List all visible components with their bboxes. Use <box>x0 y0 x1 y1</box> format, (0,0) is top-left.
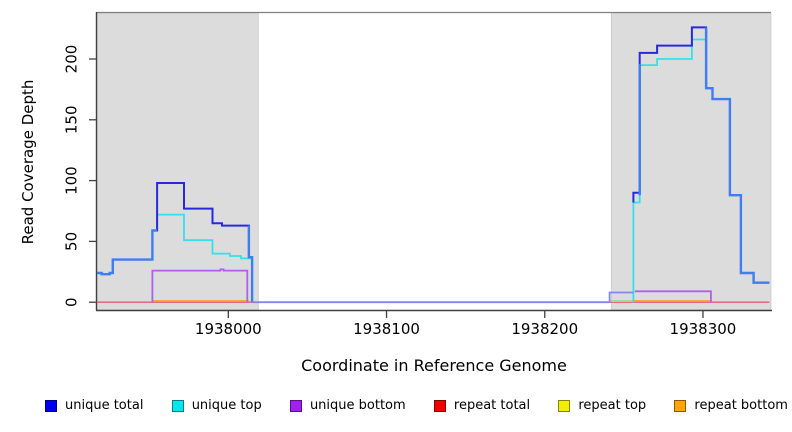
x-tick-label: 1938000 <box>195 320 262 338</box>
y-tick-label: 0 <box>63 297 81 307</box>
x-axis-label: Coordinate in Reference Genome <box>301 356 567 375</box>
y-tick-label: 100 <box>63 166 81 195</box>
coverage-plot: 0 50 100 150 200 1938000 1938100 1938200 1938300 <box>63 11 772 338</box>
legend-swatch-icon <box>558 399 571 412</box>
legend-label: unique total <box>65 398 144 413</box>
legend-swatch-icon <box>674 399 687 412</box>
legend-label: repeat total <box>453 398 531 413</box>
masked-region <box>96 12 259 311</box>
series-total-unique-top-overlap-rendered- <box>97 229 158 276</box>
x-tick-label: 1938200 <box>511 320 578 338</box>
masked-region <box>610 12 772 311</box>
legend-item-repeat-total: repeat total <box>433 398 531 413</box>
x-tick-label: 1938300 <box>670 320 737 338</box>
legend-label: unique top <box>191 398 262 413</box>
legend: unique total unique top unique bottom repea… <box>45 398 788 413</box>
series-unique-bottom <box>151 268 249 303</box>
y-axis-label: Read Coverage Depth <box>19 79 37 245</box>
series-zero-depth-overlap-baseline-rendered- <box>252 291 634 304</box>
series-unique-bottom <box>634 290 712 303</box>
y-tick-label: 150 <box>63 105 81 134</box>
legend-item-repeat-bottom: repeat bottom <box>674 398 788 413</box>
legend-item-unique-bottom: unique bottom <box>289 398 406 413</box>
series-unique-total <box>632 26 708 203</box>
y-tick-label: 50 <box>63 232 81 251</box>
legend-swatch-icon <box>171 399 184 412</box>
legend-label: repeat top <box>578 398 647 413</box>
series-unique-total <box>152 182 250 258</box>
series-total-unique-top-overlap-rendered- <box>247 225 254 303</box>
legend-label: unique bottom <box>309 398 406 413</box>
legend-label: repeat bottom <box>694 398 788 413</box>
legend-item-unique-total: unique total <box>45 398 143 413</box>
y-tick-label: 200 <box>63 45 81 74</box>
legend-swatch-icon <box>45 399 57 412</box>
legend-item-unique-top: unique top <box>171 398 262 413</box>
legend-swatch-icon <box>289 399 302 412</box>
x-tick-label: 1938100 <box>353 320 420 338</box>
legend-item-repeat-top: repeat top <box>558 398 646 413</box>
legend-swatch-icon <box>433 399 446 412</box>
series-total-unique-top-overlap-rendered- <box>704 27 770 284</box>
